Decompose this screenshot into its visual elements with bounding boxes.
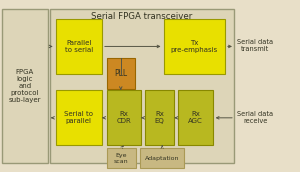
Bar <box>106 90 141 145</box>
Text: PLL: PLL <box>114 69 127 78</box>
Text: Rx
CDR: Rx CDR <box>116 111 131 124</box>
Text: Adaptation: Adaptation <box>145 156 179 161</box>
Bar <box>145 90 174 145</box>
Text: Serial data
receive: Serial data receive <box>237 111 273 124</box>
Bar <box>106 58 135 89</box>
Text: Parallel
to serial: Parallel to serial <box>64 40 93 53</box>
Text: Eye
scan: Eye scan <box>114 153 128 164</box>
Bar <box>56 19 102 74</box>
Text: Rx
EQ: Rx EQ <box>155 111 164 124</box>
Bar <box>56 90 102 145</box>
Bar <box>50 9 234 163</box>
Text: Rx
AGC: Rx AGC <box>188 111 203 124</box>
Bar <box>140 148 184 168</box>
Bar <box>106 148 136 168</box>
Bar <box>2 9 48 163</box>
Bar <box>164 19 225 74</box>
Text: Tx
pre-emphasis: Tx pre-emphasis <box>171 40 218 53</box>
Text: Serial to
parallel: Serial to parallel <box>64 111 93 124</box>
Text: FPGA
logic
and
protocol
sub-layer: FPGA logic and protocol sub-layer <box>8 69 41 103</box>
Bar <box>178 90 213 145</box>
Text: Serial data
transmit: Serial data transmit <box>237 39 273 52</box>
Text: Serial FPGA transceiver: Serial FPGA transceiver <box>91 12 193 21</box>
